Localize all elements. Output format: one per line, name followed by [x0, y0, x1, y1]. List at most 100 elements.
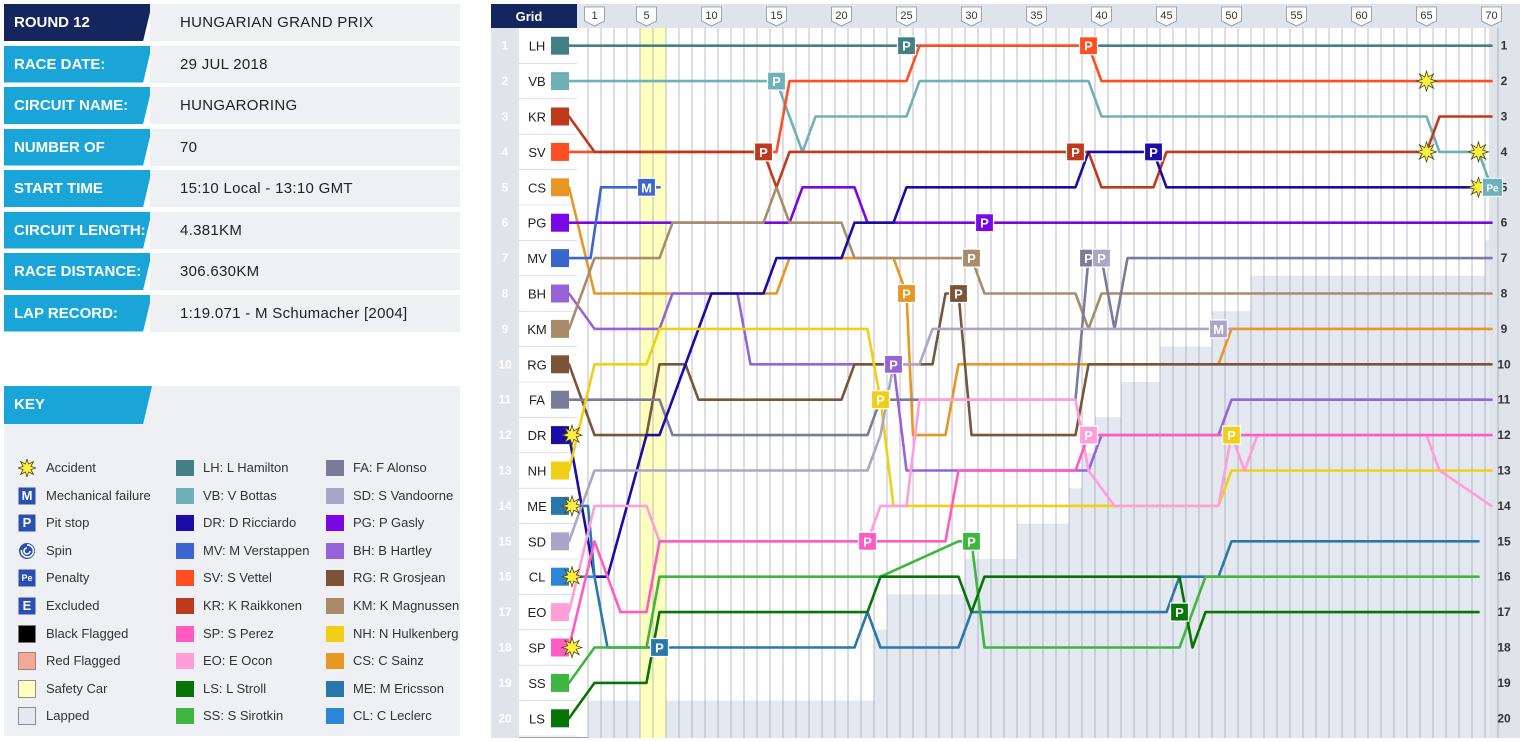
- key-glyph: E: [22, 598, 32, 613]
- info-value: 29 JUL 2018: [150, 45, 460, 83]
- lap-tick-label: 20: [835, 10, 847, 22]
- pit-marker-glyph: P: [1084, 39, 1093, 54]
- legend-swatch: [326, 570, 344, 587]
- position-label-left: 13: [498, 464, 512, 478]
- key-label: Red Flagged: [46, 653, 121, 669]
- key-label: Spin: [46, 542, 73, 558]
- info-value: HUNGARORING: [150, 87, 460, 124]
- penalty-marker: [1482, 177, 1503, 197]
- grid-driver-code: CL: [529, 570, 546, 585]
- spin-icon: [18, 542, 36, 560]
- accident-marker: [560, 636, 584, 659]
- grid-color-box: [551, 567, 569, 586]
- pit-marker: [753, 142, 774, 162]
- pit-marker: [883, 354, 904, 374]
- position-label-left: 15: [498, 534, 512, 548]
- grid-driver-code: LS: [529, 711, 545, 726]
- grid-color-box: [551, 532, 569, 551]
- pit-marker-glyph: P: [1149, 145, 1158, 160]
- key-label: Excluded: [46, 598, 100, 613]
- grid-color-box: [551, 673, 569, 692]
- grid-driver-code: KR: [528, 110, 546, 125]
- key-label: Pit stop: [46, 515, 90, 531]
- grid-color-box: [551, 390, 569, 409]
- legend-label: SS: S Sirotkin: [203, 708, 284, 724]
- pit-marker-glyph: P: [954, 287, 963, 302]
- position-label-right: 19: [1497, 676, 1511, 690]
- lap-tick-label: 5: [643, 10, 649, 22]
- grid-header-label: Grid: [516, 9, 543, 24]
- info-value: 4.381KM: [150, 211, 460, 249]
- info-row: START TIME 15:10 Local - 13:10 GMT: [4, 170, 460, 207]
- pit-marker: [766, 71, 787, 91]
- key-label: Accident: [46, 460, 96, 475]
- legend-label: ME: M Ericsson: [353, 680, 445, 696]
- info-label: RACE DISTANCE:: [4, 253, 152, 290]
- grid-driver-code: DR: [528, 428, 547, 443]
- accident-marker: [1467, 140, 1490, 164]
- accident-marker: [560, 423, 584, 447]
- series-line-dr: [567, 150, 1480, 578]
- grid-color-box: [551, 107, 569, 126]
- info-row: NUMBER OF LAPS:70: [4, 128, 460, 166]
- legend-label: SP: S Perez: [203, 625, 274, 641]
- lap-tick-marker: [1416, 6, 1437, 27]
- info-value: 1:19.071 - M Schumacher [2004]: [150, 294, 460, 332]
- info-label: START TIME: [4, 170, 152, 207]
- info-label: RACE DATE:: [4, 45, 152, 83]
- legend-label: KR: K Raikkonen: [203, 598, 302, 613]
- position-label-right: 15: [1497, 534, 1511, 548]
- lap-tick-label: 30: [965, 10, 977, 22]
- lap-tick-marker: [1221, 6, 1242, 27]
- grid-color-box: [551, 496, 569, 515]
- info-label: CIRCUIT NAME:: [4, 87, 152, 124]
- mechanical-marker: [1208, 319, 1229, 339]
- pit-marker: [1091, 248, 1112, 268]
- position-label-left: 3: [502, 110, 509, 124]
- legend-swatch: [326, 653, 344, 670]
- pos-column-right: [1489, 28, 1520, 738]
- position-label-left: 11: [499, 393, 512, 407]
- position-label-left: 5: [502, 180, 509, 194]
- pit-marker-glyph: P: [655, 641, 664, 656]
- lap-tick-marker: [1351, 6, 1372, 27]
- legend-label: EO: E Ocon: [203, 653, 273, 669]
- legend-label: MV: M Verstappen: [203, 542, 310, 558]
- position-label-right: 7: [1501, 251, 1508, 265]
- lap-tick-label: 1: [591, 10, 597, 22]
- legend-label: DR: D Ricciardo: [203, 515, 297, 531]
- pit-marker: [649, 637, 670, 658]
- info-value: 15:10 Local - 13:10 GMT: [150, 170, 460, 207]
- lap-tick-label: 35: [1030, 10, 1042, 22]
- lap-tick-marker: [636, 6, 657, 27]
- grid-driver-code: SV: [528, 145, 546, 160]
- position-label-left: 12: [498, 428, 512, 442]
- pit-marker: [1078, 36, 1099, 56]
- lapped-icon: [18, 707, 36, 726]
- grid-driver-code: PG: [528, 216, 547, 231]
- grid-driver-code: VB: [528, 74, 545, 89]
- pit-marker-glyph: P: [759, 145, 768, 160]
- position-label-right: 5: [1501, 180, 1508, 194]
- legend-swatch: [176, 515, 194, 532]
- legend-swatch: [176, 542, 194, 559]
- safety-car-icon: [18, 679, 36, 698]
- pit-marker: [896, 283, 917, 304]
- pit-marker: [857, 531, 878, 551]
- series-line-ss: [567, 540, 1480, 685]
- legend-swatch: [326, 598, 344, 614]
- pos-column-left: [491, 28, 519, 738]
- lap-tick-marker: [1156, 6, 1177, 27]
- pit-marker-glyph: P: [902, 39, 911, 54]
- pit-marker: [1221, 425, 1242, 445]
- info-label: LAP RECORD:: [4, 294, 152, 332]
- legend-label: SD: S Vandoorne: [353, 487, 454, 503]
- key-glyph: Pe: [21, 573, 33, 584]
- position-label-right: 20: [1497, 711, 1511, 725]
- grid-color-box: [551, 355, 569, 374]
- grid-color-box: [551, 284, 569, 303]
- key-title: KEY: [4, 386, 152, 424]
- series-line-vb: [567, 79, 1493, 189]
- position-label-left: 20: [498, 711, 512, 725]
